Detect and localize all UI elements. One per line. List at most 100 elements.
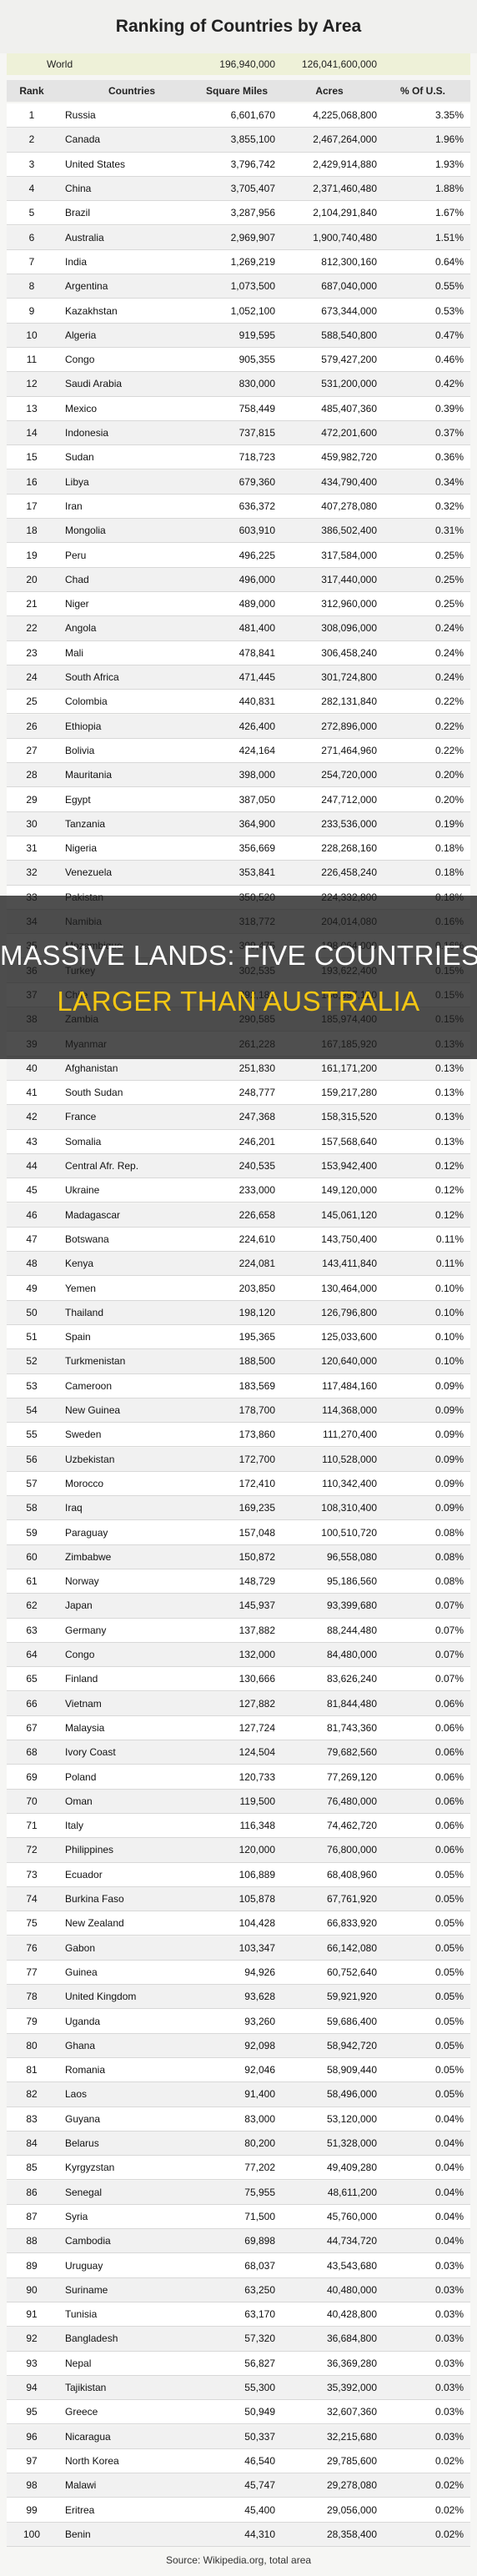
acres-cell: 312,960,000 <box>321 598 377 610</box>
percent-of-us-cell: 0.10% <box>434 1331 464 1343</box>
world-acres: 126,041,600,000 <box>301 58 377 70</box>
rank-cell: 94 <box>26 2382 38 2394</box>
acres-cell: 58,909,440 <box>326 2064 377 2076</box>
square-miles-cell: 426,400 <box>238 720 275 732</box>
table-row: 57 Morocco 172,410 110,342,400 0.09% <box>7 1471 470 1497</box>
country-cell: Niger <box>65 598 89 610</box>
square-miles-cell: 127,882 <box>238 1697 275 1710</box>
rank-cell: 98 <box>26 2479 38 2492</box>
rank-cell: 75 <box>26 1917 38 1930</box>
table-row: 13 Mexico 758,449 485,407,360 0.39% <box>7 396 470 421</box>
rank-cell: 91 <box>26 2308 38 2321</box>
square-miles-cell: 157,048 <box>238 1526 275 1539</box>
square-miles-cell: 63,170 <box>244 2308 275 2321</box>
square-miles-cell: 905,355 <box>238 354 275 366</box>
percent-of-us-cell: 0.07% <box>434 1649 464 1661</box>
country-cell: Malaysia <box>65 1721 105 1734</box>
percent-of-us-cell: 0.22% <box>434 720 464 732</box>
rank-cell: 70 <box>26 1795 38 1807</box>
rank-cell: 47 <box>26 1233 38 1245</box>
percent-of-us-cell: 0.05% <box>434 2088 464 2101</box>
percent-of-us-cell: 0.11% <box>435 1233 464 1245</box>
table-row: 73 Ecuador 106,889 68,408,960 0.05% <box>7 1862 470 1887</box>
square-miles-cell: 63,250 <box>244 2283 275 2296</box>
table-row: 99 Eritrea 45,400 29,056,000 0.02% <box>7 2498 470 2523</box>
rank-cell: 85 <box>26 2162 38 2174</box>
percent-of-us-cell: 0.10% <box>434 1355 464 1368</box>
square-miles-cell: 94,926 <box>244 1966 275 1978</box>
table-row: 43 Somalia 246,201 157,568,640 0.13% <box>7 1129 470 1154</box>
acres-cell: 306,458,240 <box>321 646 377 659</box>
percent-of-us-cell: 0.06% <box>434 1795 464 1807</box>
rank-cell: 11 <box>26 354 38 366</box>
country-cell: Tanzania <box>65 817 106 830</box>
acres-cell: 120,640,000 <box>321 1355 377 1368</box>
percent-of-us-cell: 0.03% <box>434 2259 464 2272</box>
table-row: 19 Peru 496,225 317,584,000 0.25% <box>7 543 470 568</box>
rank-cell: 2 <box>28 133 35 146</box>
rank-cell: 97 <box>26 2454 38 2467</box>
acres-cell: 110,528,000 <box>322 1453 377 1465</box>
table-row: 12 Saudi Arabia 830,000 531,200,000 0.42% <box>7 372 470 397</box>
header-rank: Rank <box>19 85 44 97</box>
country-cell: Tunisia <box>65 2308 98 2321</box>
country-cell: India <box>65 255 88 268</box>
square-miles-cell: 119,500 <box>239 1795 276 1807</box>
square-miles-cell: 737,815 <box>238 427 275 439</box>
table-row: 7 India 1,269,219 812,300,160 0.64% <box>7 249 470 275</box>
table-row: 94 Tajikistan 55,300 35,392,000 0.03% <box>7 2375 470 2401</box>
rank-cell: 32 <box>26 866 38 879</box>
country-cell: Poland <box>65 1770 97 1783</box>
acres-cell: 459,982,720 <box>321 451 377 464</box>
rank-cell: 62 <box>26 1599 38 1612</box>
square-miles-cell: 240,535 <box>238 1160 275 1173</box>
percent-of-us-cell: 0.05% <box>434 1917 464 1930</box>
country-cell: Syria <box>65 2210 88 2222</box>
acres-cell: 95,186,560 <box>326 1575 377 1588</box>
acres-cell: 153,942,400 <box>321 1160 377 1173</box>
table-row: 47 Botswana 224,610 143,750,400 0.11% <box>7 1227 470 1253</box>
rank-cell: 100 <box>23 2528 41 2540</box>
acres-cell: 2,371,460,480 <box>313 183 377 195</box>
acres-cell: 59,686,400 <box>326 2015 377 2027</box>
acres-cell: 81,743,360 <box>326 1721 377 1734</box>
header-row: Rank Countries Square Miles Acres % Of U.S. <box>7 80 470 102</box>
square-miles-cell: 83,000 <box>244 2112 275 2125</box>
percent-of-us-cell: 0.32% <box>434 500 464 512</box>
rank-cell: 86 <box>26 2186 38 2198</box>
percent-of-us-cell: 1.51% <box>434 231 464 244</box>
rank-cell: 73 <box>26 1868 38 1881</box>
country-cell: North Korea <box>65 2454 119 2467</box>
country-cell: Uganda <box>65 2015 101 2027</box>
square-miles-cell: 3,796,742 <box>230 158 275 170</box>
rank-cell: 68 <box>26 1746 38 1759</box>
table-row: 95 Greece 50,949 32,607,360 0.03% <box>7 2400 470 2425</box>
country-cell: Afghanistan <box>65 1062 118 1074</box>
acres-cell: 143,750,400 <box>321 1233 377 1245</box>
square-miles-cell: 103,347 <box>238 1941 275 1954</box>
table-row: 75 New Zealand 104,428 66,833,920 0.05% <box>7 1911 470 1936</box>
country-cell: Tajikistan <box>65 2382 107 2394</box>
percent-of-us-cell: 0.12% <box>434 1160 464 1173</box>
acres-cell: 143,411,840 <box>322 1258 377 1270</box>
rank-cell: 84 <box>26 2137 38 2150</box>
acres-cell: 66,142,080 <box>326 1941 377 1954</box>
acres-cell: 44,734,720 <box>326 2235 377 2247</box>
country-cell: Greece <box>65 2406 98 2418</box>
country-cell: New Zealand <box>65 1917 124 1930</box>
percent-of-us-cell: 0.64% <box>434 255 464 268</box>
rank-cell: 89 <box>26 2259 38 2272</box>
percent-of-us-cell: 1.88% <box>434 183 464 195</box>
percent-of-us-cell: 0.03% <box>434 2382 464 2394</box>
country-cell: Japan <box>65 1599 93 1612</box>
acres-cell: 145,061,120 <box>321 1208 377 1221</box>
table-title: Ranking of Countries by Area <box>0 0 477 53</box>
percent-of-us-cell: 1.96% <box>434 133 464 146</box>
square-miles-cell: 3,287,956 <box>230 207 275 219</box>
acres-cell: 228,268,160 <box>321 842 377 855</box>
square-miles-cell: 116,348 <box>239 1820 276 1832</box>
country-cell: Mongolia <box>65 525 106 537</box>
country-cell: Sweden <box>65 1429 102 1441</box>
square-miles-cell: 124,504 <box>238 1746 275 1759</box>
percent-of-us-cell: 0.05% <box>434 1941 464 1954</box>
